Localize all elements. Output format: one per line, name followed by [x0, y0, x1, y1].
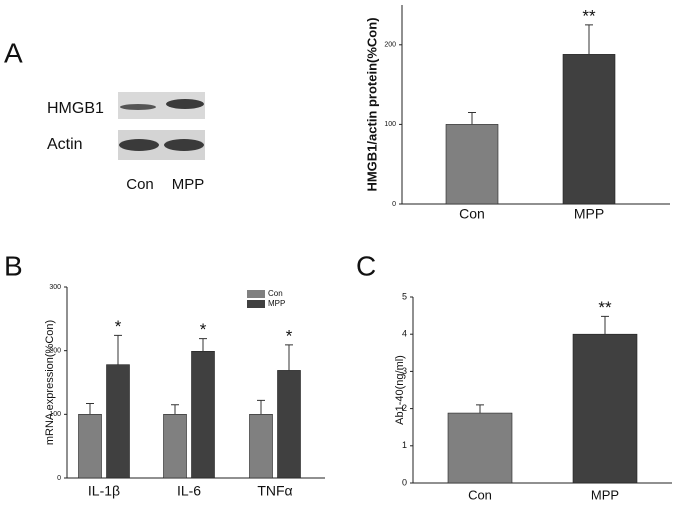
- band: [120, 104, 156, 110]
- bar: [572, 333, 638, 484]
- error-bar: [468, 111, 476, 125]
- band: [166, 99, 204, 109]
- y-tick-label: 5: [402, 291, 407, 301]
- bar: [447, 412, 513, 484]
- blot-row-label: Actin: [47, 136, 83, 153]
- blot-lane-label: Con: [126, 176, 154, 193]
- y-tick-label: 100: [384, 121, 396, 128]
- error-bar: [171, 404, 179, 415]
- x-tick-label: TNFα: [257, 483, 292, 499]
- y-axis-label: HMGB1/actin protein(%Con): [364, 17, 379, 191]
- significance: *: [286, 326, 293, 345]
- bar: [191, 351, 215, 479]
- panel-label: C: [356, 250, 376, 281]
- bar: [163, 414, 187, 479]
- x-tick-label: MPP: [591, 487, 619, 502]
- legend-label: Con: [268, 289, 283, 298]
- significance: *: [115, 317, 122, 336]
- y-tick-label: 3: [402, 366, 407, 376]
- bar: [562, 54, 616, 205]
- error-bar: [476, 404, 484, 414]
- x-tick-label: IL-1β: [88, 483, 120, 499]
- x-tick-label: Con: [468, 487, 492, 502]
- significance: **: [598, 298, 612, 317]
- error-bar: [285, 344, 293, 371]
- bar: [249, 414, 273, 479]
- error-bar: [199, 338, 207, 352]
- band: [119, 139, 159, 151]
- error-bar: [257, 399, 265, 415]
- y-tick-label: 200: [384, 42, 396, 49]
- legend-label: MPP: [268, 299, 285, 308]
- y-tick-label: 0: [392, 201, 396, 208]
- blot-row-label: HMGB1: [47, 100, 104, 117]
- bar: [106, 364, 130, 479]
- error-bar: [601, 315, 609, 335]
- panel-label: A: [4, 37, 23, 68]
- x-tick-label: Con: [459, 206, 485, 222]
- bar: [277, 370, 301, 479]
- error-bar: [585, 24, 593, 55]
- y-tick-label: 4: [402, 329, 407, 339]
- bar: [78, 414, 102, 479]
- western-blot: [118, 92, 205, 160]
- y-axis-label: mRNA expression(%Con): [44, 320, 56, 445]
- legend-swatch: [247, 290, 265, 298]
- y-tick-label: 100: [49, 411, 61, 418]
- band: [164, 139, 204, 151]
- error-bar: [86, 403, 94, 415]
- legend-swatch: [247, 300, 265, 308]
- y-axis-label: Ab1-40(ng/ml): [394, 355, 406, 425]
- y-tick-label: 300: [49, 284, 61, 291]
- error-bar: [114, 334, 122, 365]
- y-tick-label: 1: [402, 440, 407, 450]
- blot-lane-label: MPP: [172, 176, 205, 193]
- y-tick-label: 200: [49, 348, 61, 355]
- panel-label: B: [4, 250, 23, 281]
- x-tick-label: MPP: [574, 206, 604, 222]
- y-tick-label: 2: [402, 403, 407, 413]
- y-tick-label: 0: [402, 477, 407, 487]
- significance: *: [200, 320, 207, 339]
- x-tick-label: IL-6: [177, 483, 201, 499]
- significance: **: [582, 6, 596, 25]
- bar: [445, 124, 499, 205]
- y-tick-label: 0: [57, 475, 61, 482]
